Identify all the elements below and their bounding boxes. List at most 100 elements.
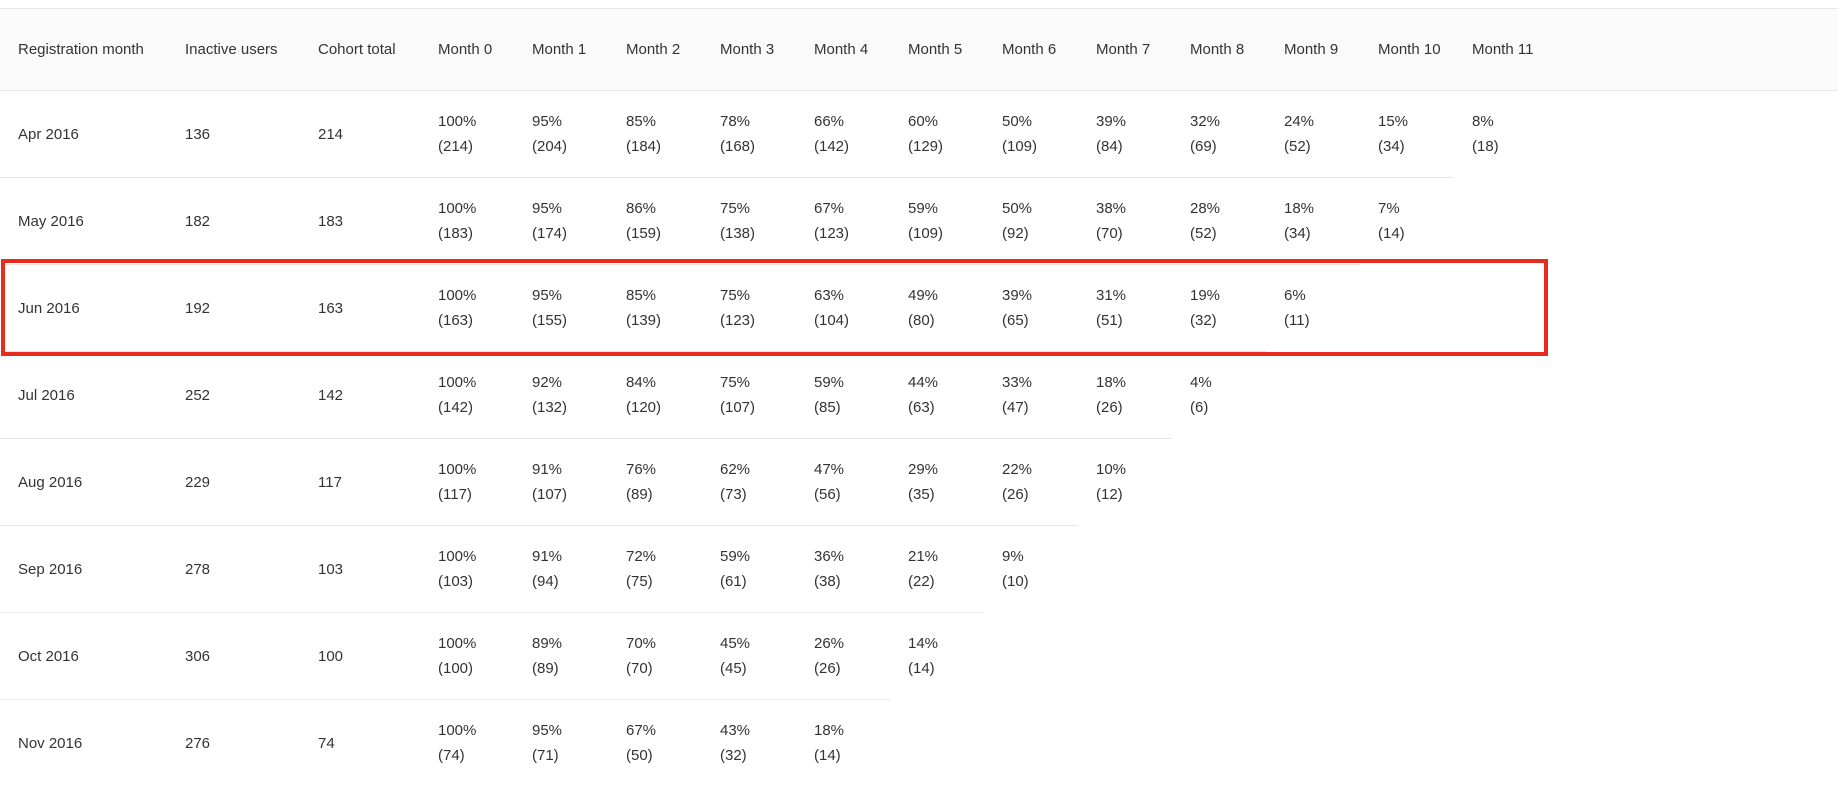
retention-cell — [1078, 700, 1172, 787]
retention-percent: 92% — [532, 374, 563, 391]
retention-count: (183) — [438, 225, 474, 242]
column-header-cohort-total: Cohort total — [300, 8, 420, 91]
retention-count: (100) — [438, 660, 474, 677]
retention-percent: 21% — [908, 548, 939, 565]
cohort-total-cell: 183 — [300, 177, 420, 265]
retention-percent: 75% — [720, 287, 751, 304]
retention-cell: 59% (85) — [796, 351, 890, 439]
retention-count: (109) — [1002, 138, 1038, 155]
retention-cell: 72% (75) — [608, 525, 702, 613]
retention-count: (168) — [720, 138, 756, 155]
retention-cell — [1078, 526, 1172, 613]
retention-cell: 100% (163) — [420, 264, 514, 352]
retention-percent: 70% — [626, 635, 657, 652]
retention-percent: 15% — [1378, 113, 1409, 130]
retention-percent: 85% — [626, 113, 657, 130]
retention-count: (50) — [626, 747, 653, 765]
retention-count: (80) — [908, 312, 935, 329]
retention-cell: 18% (14) — [796, 699, 890, 787]
retention-count: (14) — [908, 660, 935, 678]
retention-percent: 14% — [908, 635, 939, 653]
inactive-users-cell: 276 — [167, 699, 300, 787]
retention-percent: 84% — [626, 374, 657, 391]
retention-cell: 43% (32) — [702, 699, 796, 787]
retention-percent: 100% — [438, 287, 477, 304]
retention-count: (75) — [626, 573, 653, 590]
column-header-inactive-users: Inactive users — [167, 8, 300, 91]
retention-cell: 84% (120) — [608, 351, 702, 439]
retention-cell: 50% (92) — [984, 177, 1078, 265]
retention-cell — [1454, 613, 1838, 700]
retention-count: (69) — [1190, 138, 1217, 155]
retention-percent: 67% — [814, 200, 845, 217]
retention-cell — [1454, 178, 1838, 265]
retention-count: (104) — [814, 312, 850, 329]
retention-cell: 18% (26) — [1078, 351, 1172, 439]
retention-count: (107) — [532, 486, 568, 503]
retention-count: (65) — [1002, 312, 1029, 329]
retention-cell: 60% (129) — [890, 90, 984, 178]
inactive-users-cell: 136 — [167, 90, 300, 178]
retention-cell: 31% (51) — [1078, 264, 1172, 352]
retention-count: (142) — [814, 138, 850, 155]
cohort-row: Sep 2016 278 103 100% (103) 91% (94) 72% (75) 59%… — [0, 525, 1838, 613]
column-header-month-8: Month 8 — [1172, 8, 1266, 91]
retention-count: (155) — [532, 312, 568, 329]
inactive-users-cell: 252 — [167, 351, 300, 439]
retention-count: (70) — [626, 660, 653, 677]
registration-month-cell: Jun 2016 — [0, 264, 167, 352]
retention-percent: 95% — [532, 200, 563, 217]
retention-count: (139) — [626, 312, 662, 329]
registration-month-cell: Sep 2016 — [0, 525, 167, 613]
column-header-month-6: Month 6 — [984, 8, 1078, 91]
retention-cell — [1266, 439, 1360, 526]
retention-count: (71) — [532, 747, 559, 765]
retention-cell: 47% (56) — [796, 438, 890, 526]
retention-percent: 100% — [438, 548, 477, 565]
registration-month-cell: Aug 2016 — [0, 438, 167, 526]
retention-percent: 86% — [626, 200, 657, 217]
retention-cell: 9% (10) — [984, 525, 1078, 613]
retention-percent: 4% — [1190, 374, 1212, 392]
retention-count: (14) — [1378, 225, 1405, 243]
inactive-users-cell: 278 — [167, 525, 300, 613]
retention-count: (52) — [1190, 225, 1217, 242]
retention-cell: 95% (174) — [514, 177, 608, 265]
retention-cell: 39% (84) — [1078, 90, 1172, 178]
retention-percent: 76% — [626, 461, 657, 478]
retention-cell — [1266, 526, 1360, 613]
cohort-total-cell: 142 — [300, 351, 420, 439]
registration-month-cell: May 2016 — [0, 177, 167, 265]
retention-cell — [1360, 352, 1454, 439]
column-header-month-7: Month 7 — [1078, 8, 1172, 91]
retention-cell: 62% (73) — [702, 438, 796, 526]
column-header-month-3: Month 3 — [702, 8, 796, 91]
retention-cell: 91% (94) — [514, 525, 608, 613]
retention-cell: 28% (52) — [1172, 177, 1266, 265]
retention-cell: 66% (142) — [796, 90, 890, 178]
retention-count: (51) — [1096, 312, 1123, 329]
retention-cell — [1454, 526, 1838, 613]
retention-count: (204) — [532, 138, 568, 155]
retention-count: (22) — [908, 573, 935, 590]
retention-cell: 45% (45) — [702, 612, 796, 700]
retention-count: (26) — [1096, 399, 1123, 416]
retention-percent: 8% — [1472, 113, 1494, 131]
retention-count: (120) — [626, 399, 662, 416]
retention-cell — [1360, 526, 1454, 613]
retention-count: (94) — [532, 573, 559, 590]
retention-count: (34) — [1378, 138, 1405, 155]
retention-count: (123) — [720, 312, 756, 329]
retention-count: (70) — [1096, 225, 1123, 242]
retention-cell: 67% (50) — [608, 699, 702, 787]
retention-percent: 32% — [1190, 113, 1221, 130]
retention-cell: 15% (34) — [1360, 90, 1454, 178]
retention-count: (123) — [814, 225, 850, 242]
retention-percent: 44% — [908, 374, 939, 391]
retention-count: (174) — [532, 225, 568, 242]
retention-percent: 60% — [908, 113, 939, 130]
cohort-row: Oct 2016 306 100 100% (100) 89% (89) 70% (70) 45%… — [0, 612, 1838, 700]
retention-percent: 85% — [626, 287, 657, 304]
retention-percent: 89% — [532, 635, 563, 652]
retention-cell: 100% (74) — [420, 699, 514, 787]
